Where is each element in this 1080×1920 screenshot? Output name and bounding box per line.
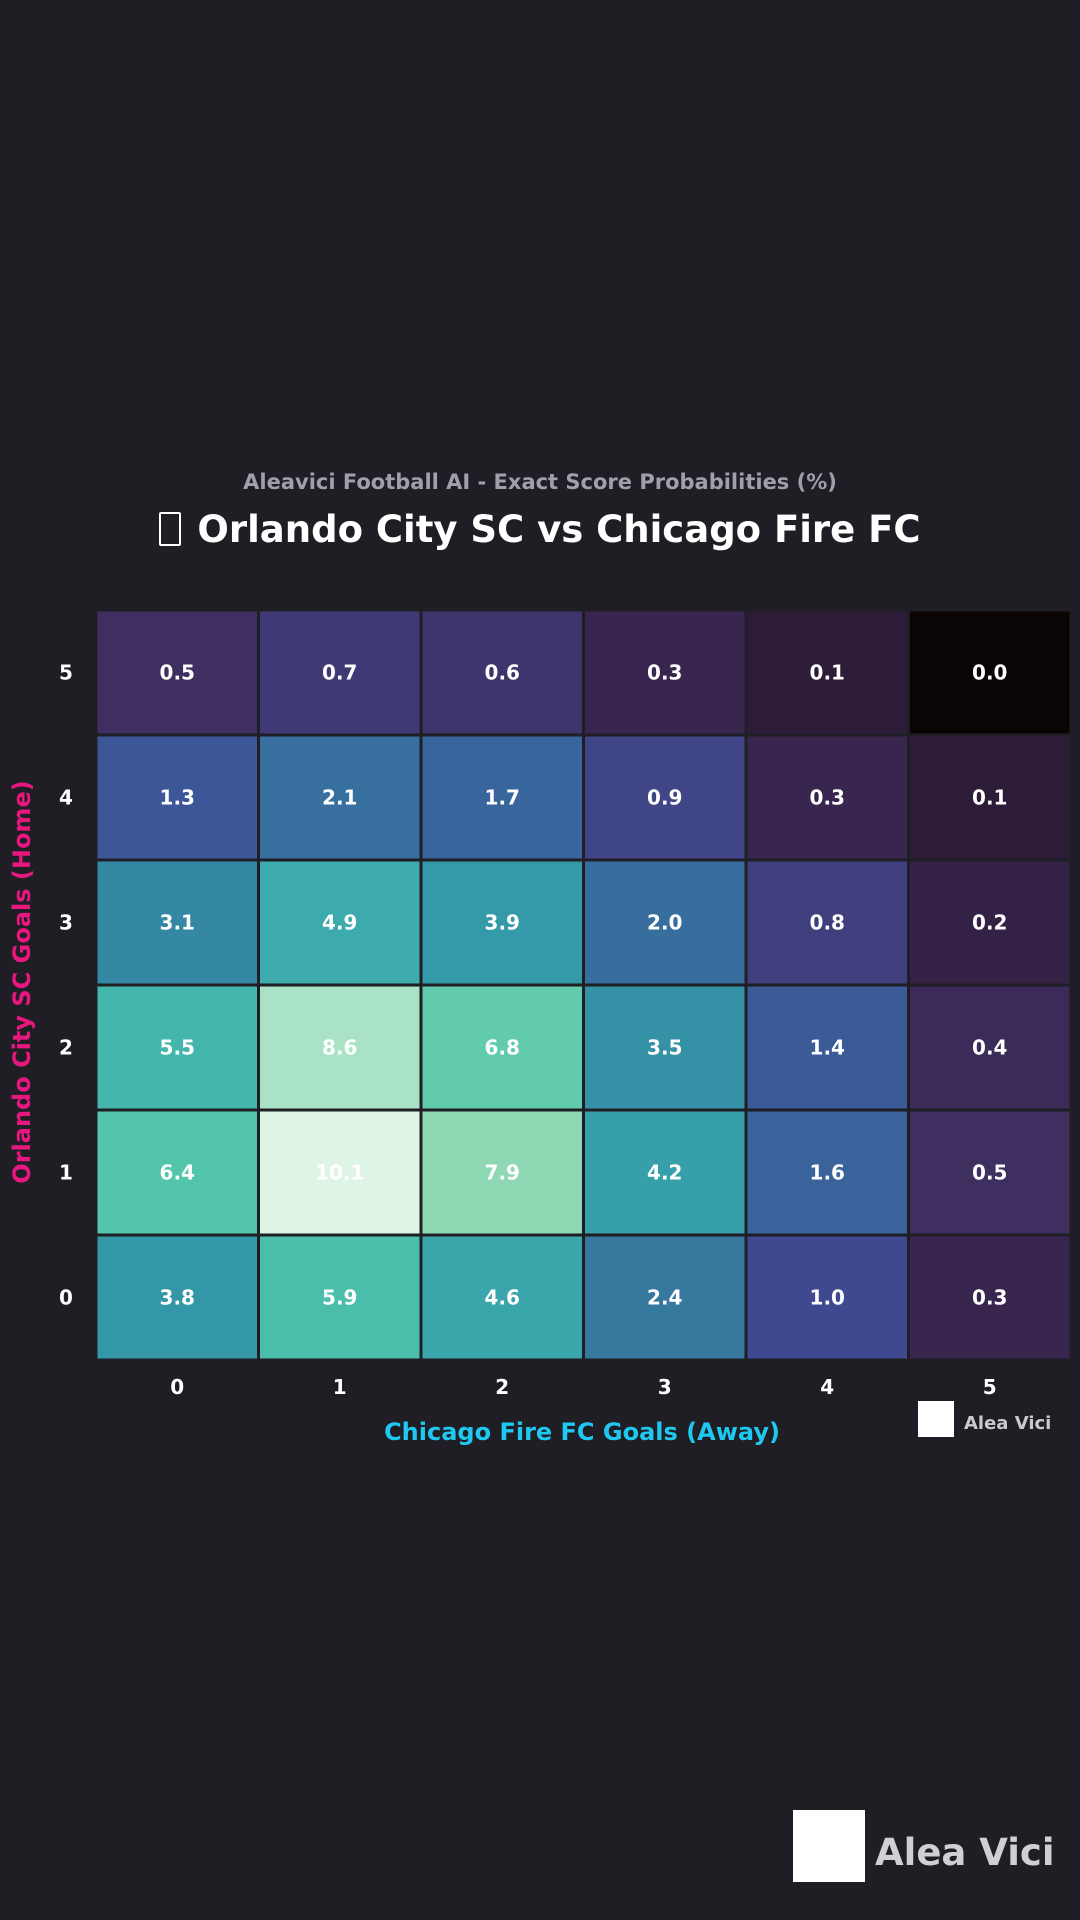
heatmap-cell <box>257 983 423 1112</box>
football-icon <box>159 512 182 546</box>
heatmap-cell <box>419 983 585 1112</box>
x-tick-label: 1 <box>333 1375 347 1399</box>
cell-value-label: 0.7 <box>322 661 357 685</box>
cell-value-label: 5.9 <box>322 1286 357 1310</box>
cell-value-label: 4.6 <box>485 1286 520 1310</box>
cell-value-label: 0.6 <box>485 661 520 685</box>
cell-value-label: 10.1 <box>315 1161 364 1185</box>
cell-value-label: 7.9 <box>485 1161 520 1185</box>
cell-value-label: 3.8 <box>160 1286 195 1310</box>
cell-value-label: 0.8 <box>810 911 845 935</box>
x-tick-label: 4 <box>820 1375 834 1399</box>
x-tick-label: 5 <box>983 1375 997 1399</box>
heatmap-cell <box>907 1108 1073 1237</box>
heatmap-cell <box>582 1108 748 1237</box>
cell-value-label: 5.5 <box>160 1036 195 1060</box>
cell-value-label: 0.1 <box>972 786 1007 810</box>
heatmap-cell <box>582 733 748 862</box>
cell-value-label: 0.4 <box>972 1036 1007 1060</box>
cell-value-label: 0.3 <box>972 1286 1007 1310</box>
heatmap-cell <box>94 733 260 862</box>
y-tick-label: 1 <box>59 1161 73 1185</box>
cell-value-label: 3.5 <box>647 1036 682 1060</box>
heatmap-cell <box>744 1233 910 1362</box>
cell-value-label: 2.1 <box>322 786 357 810</box>
cell-value-label: 0.2 <box>972 911 1007 935</box>
y-tick-label: 0 <box>59 1286 73 1310</box>
heatmap-cell <box>744 983 910 1112</box>
cell-value-label: 4.9 <box>322 911 357 935</box>
y-tick-label: 3 <box>59 911 73 935</box>
heatmap-cell <box>419 858 585 987</box>
cell-value-label: 4.2 <box>647 1161 682 1185</box>
x-tick-label: 0 <box>170 1375 184 1399</box>
x-axis-label: Chicago Fire FC Goals (Away) <box>384 1418 780 1446</box>
y-tick-label: 5 <box>59 661 73 685</box>
y-axis-label: Orlando City SC Goals (Home) <box>8 780 36 1184</box>
cell-value-label: 0.5 <box>972 1161 1007 1185</box>
heatmap-cell <box>582 608 748 737</box>
heatmap-cell <box>907 733 1073 862</box>
cell-value-label: 0.3 <box>647 661 682 685</box>
cell-value-label: 2.0 <box>647 911 682 935</box>
cell-value-label: 6.8 <box>485 1036 520 1060</box>
watermark-logo <box>793 1810 865 1882</box>
cell-value-label: 2.4 <box>647 1286 682 1310</box>
cell-value-label: 1.4 <box>810 1036 845 1060</box>
x-tick-label: 3 <box>658 1375 672 1399</box>
cell-value-label: 1.7 <box>485 786 520 810</box>
y-tick-label: 4 <box>59 786 73 810</box>
chart-title: Orlando City SC vs Chicago Fire FC <box>197 508 921 551</box>
heatmap-cell <box>257 1108 423 1237</box>
x-tick-label: 2 <box>495 1375 509 1399</box>
cell-value-label: 1.3 <box>160 786 195 810</box>
heatmap-cell <box>907 1233 1073 1362</box>
heatmap-cell <box>907 608 1073 737</box>
cell-value-label: 0.3 <box>810 786 845 810</box>
cell-value-label: 3.1 <box>160 911 195 935</box>
heatmap-cell <box>257 608 423 737</box>
heatmap-cell <box>582 1233 748 1362</box>
cell-value-label: 1.6 <box>810 1161 845 1185</box>
y-tick-label: 2 <box>59 1036 73 1060</box>
heatmap-cell <box>257 1233 423 1362</box>
cell-value-label: 0.5 <box>160 661 195 685</box>
watermark-text: Alea Vici <box>875 1831 1055 1874</box>
cell-value-label: 8.6 <box>322 1036 357 1060</box>
legend-label: Alea Vici <box>964 1413 1052 1434</box>
chart-title-row: Orlando City SC vs Chicago Fire FC <box>0 508 1080 551</box>
heatmap-cell <box>907 983 1073 1112</box>
cell-value-label: 1.0 <box>810 1286 845 1310</box>
chart-subtitle: Aleavici Football AI - Exact Score Proba… <box>243 470 837 494</box>
heatmap-cell <box>744 1108 910 1237</box>
heatmap-cell <box>94 1108 260 1237</box>
cell-value-label: 0.1 <box>810 661 845 685</box>
cell-value-label: 3.9 <box>485 911 520 935</box>
heatmap-cell <box>582 983 748 1112</box>
legend-swatch <box>918 1401 954 1437</box>
cell-value-label: 6.4 <box>160 1161 195 1185</box>
cell-value-label: 0.0 <box>972 661 1007 685</box>
heatmap-cell <box>419 1233 585 1362</box>
heatmap-cell <box>744 858 910 987</box>
cell-value-label: 0.9 <box>647 786 682 810</box>
